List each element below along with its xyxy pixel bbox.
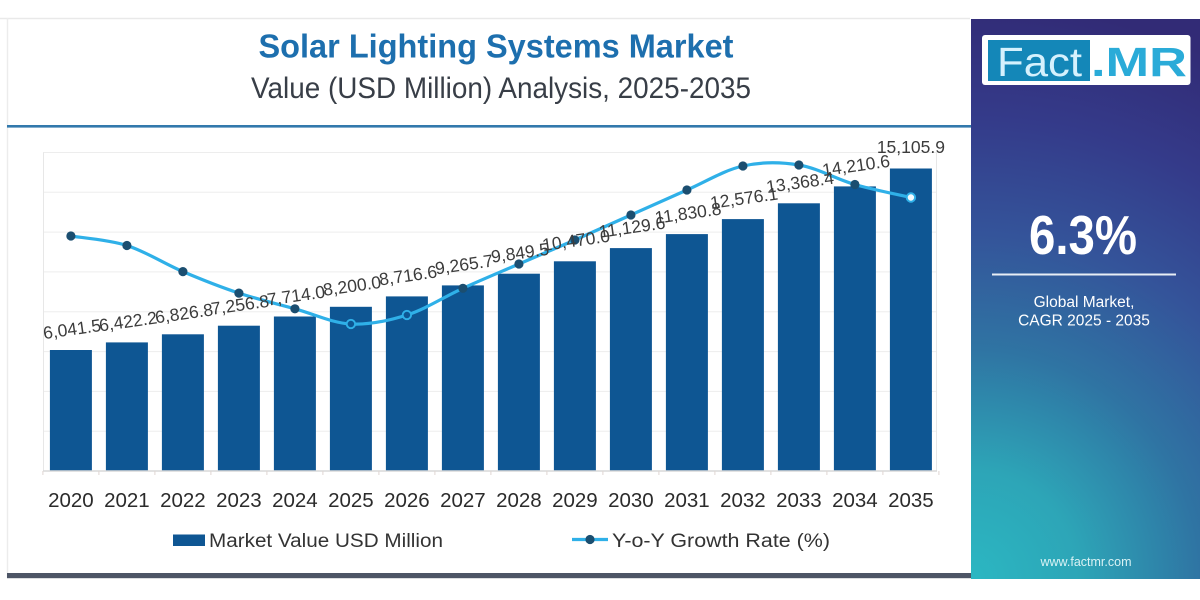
svg-text:Fact: Fact <box>997 39 1083 85</box>
svg-text:2035: 2035 <box>888 489 934 512</box>
svg-text:2022: 2022 <box>160 489 206 512</box>
svg-text:2027: 2027 <box>440 489 486 512</box>
svg-text:2025: 2025 <box>328 489 374 512</box>
svg-text:15,105.9: 15,105.9 <box>877 137 945 157</box>
svg-text:Value (USD Million) Analysis,: Value (USD Million) Analysis, 2025-2035 <box>251 72 751 105</box>
svg-text:2032: 2032 <box>720 489 766 512</box>
svg-text:2021: 2021 <box>104 489 150 512</box>
svg-text:2034: 2034 <box>832 489 878 512</box>
svg-text:CAGR 2025 - 2035: CAGR 2025 - 2035 <box>1018 313 1150 330</box>
svg-text:.MR: .MR <box>1091 39 1187 85</box>
svg-text:2024: 2024 <box>272 489 318 512</box>
svg-text:2033: 2033 <box>776 489 822 512</box>
svg-text:Solar Lighting Systems Market: Solar Lighting Systems Market <box>259 28 734 65</box>
svg-text:2031: 2031 <box>664 489 710 512</box>
svg-text:2029: 2029 <box>552 489 598 512</box>
svg-text:2030: 2030 <box>608 489 654 512</box>
svg-text:2028: 2028 <box>496 489 542 512</box>
svg-text:Y-o-Y Growth Rate (%): Y-o-Y Growth Rate (%) <box>612 531 830 552</box>
svg-text:2023: 2023 <box>216 489 262 512</box>
svg-text:6.3%: 6.3% <box>1029 204 1137 266</box>
svg-text:Global Market,: Global Market, <box>1034 294 1135 311</box>
svg-text:Market Value USD Million: Market Value USD Million <box>209 531 443 552</box>
svg-text:www.factmr.com: www.factmr.com <box>1040 555 1132 569</box>
svg-text:2020: 2020 <box>48 489 94 512</box>
svg-text:2026: 2026 <box>384 489 430 512</box>
